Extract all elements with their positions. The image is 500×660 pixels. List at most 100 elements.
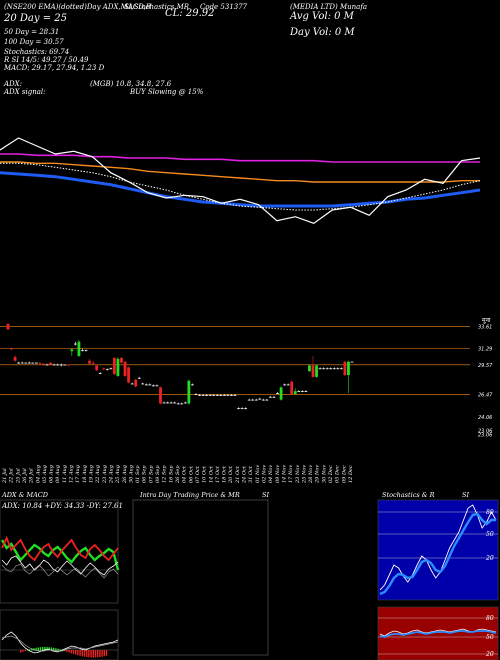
date-tick-label: 20 Oct: [228, 465, 234, 484]
header-stoch-info: SI,Stochastics,MR: [124, 3, 190, 11]
candle-body: [251, 399, 255, 401]
rsi-level-80: 80: [486, 615, 494, 622]
macd-histogram-bar: [83, 650, 86, 657]
candle-body: [237, 408, 240, 410]
candle-body: [84, 350, 88, 352]
candle-body: [98, 373, 102, 374]
date-tick-label: 22 Aug: [95, 465, 101, 484]
date-tick-label: 23 Nov: [295, 465, 301, 484]
candle-body: [66, 364, 70, 366]
candle-body: [183, 402, 187, 404]
date-tick-label: 18 Oct: [222, 465, 228, 483]
candle-body: [240, 408, 244, 410]
date-tick-label: 21 Jul: [2, 468, 8, 484]
rsi-panel-frame: [377, 606, 499, 660]
candle-body: [265, 399, 269, 401]
candle-body: [17, 362, 21, 364]
candle-body: [141, 383, 145, 385]
candle-body: [343, 361, 347, 375]
macd-histogram-bar: [26, 649, 28, 651]
candle-body: [166, 402, 169, 404]
header-20day: 20 Day = 25: [4, 13, 67, 24]
date-tick-label: 14 Nov: [281, 465, 287, 483]
candle-body: [116, 358, 120, 376]
date-tick-label: 31 Oct: [248, 465, 254, 483]
adx-readout: ADX: 10.84 +DY: 34.33 -DY: 27.61: [2, 502, 123, 510]
date-tick-label: 29 Nov: [315, 465, 321, 484]
macd-histogram-bar: [105, 650, 108, 656]
header-buy-signal: BUY Slowing @ 15%: [130, 88, 204, 96]
candle-body: [191, 384, 194, 386]
candle-body: [304, 391, 308, 392]
candle-body: [247, 399, 251, 401]
candle-body: [70, 349, 74, 352]
candle-body: [20, 362, 24, 364]
candle-body: [148, 384, 152, 386]
adx-panel-title: ADX & MACD: [2, 491, 48, 499]
date-tick-label: 09 Sep: [155, 465, 161, 483]
header-100day: 100 Day = 30.57: [4, 38, 64, 46]
candle-body: [24, 362, 28, 364]
date-tick-label: 12 Sep: [162, 465, 168, 483]
candle-body: [137, 377, 141, 379]
candle-body: [347, 361, 350, 375]
date-tick-label: 26 Aug: [122, 465, 128, 484]
macd-histogram-bar: [46, 647, 48, 651]
candle-body: [127, 367, 130, 383]
stoch-panel-frame: [377, 499, 499, 601]
candle-body: [130, 383, 134, 385]
date-tick-label: 02 Dec: [328, 465, 334, 483]
macd-histogram-bar: [88, 650, 90, 658]
date-tick-label: 26 Sep: [175, 465, 181, 484]
candle-body: [77, 341, 81, 356]
candle-body: [152, 385, 155, 387]
macd-histogram-bar: [28, 649, 31, 651]
date-tick-label: 10 Oct: [202, 465, 208, 483]
munafa-label: मुना: [482, 317, 491, 324]
candle-body: [187, 380, 191, 404]
macd-histogram-bar: [55, 648, 57, 651]
date-tick-label: 06 Sep: [142, 465, 148, 483]
candle-body: [81, 350, 84, 352]
price-level-label: 29.57: [478, 363, 493, 369]
header-name: (MEDIA LTD) Munafa: [290, 3, 368, 11]
candle-body: [102, 368, 106, 370]
stoch-si-label: SI: [462, 491, 470, 499]
macd-histogram-bar: [86, 650, 88, 658]
candle-body: [34, 362, 38, 364]
header-macd: MACD: 29.17, 27.94, 1.23 D: [4, 64, 105, 72]
candle-body: [109, 368, 113, 370]
date-tick-label: 02 Nov: [262, 465, 268, 483]
indicator-panels: [0, 499, 499, 660]
candle-body: [144, 384, 148, 386]
rsi-ma-line: [379, 630, 497, 638]
date-tick-label: 07 Oct: [195, 465, 201, 483]
candle-body: [42, 363, 45, 365]
date-tick-label: 21 Oct: [235, 465, 241, 484]
candle-body: [88, 360, 91, 364]
adx-minus-di-line: [1, 535, 119, 562]
candle-body: [105, 369, 109, 371]
date-tick-label: 24 Aug: [108, 465, 114, 484]
macd-histogram-bar: [31, 648, 33, 651]
date-tick-label: 25 Jul: [15, 468, 21, 484]
header-code: Code 531377: [200, 3, 248, 11]
candle-body: [322, 368, 326, 370]
candle-body: [38, 362, 42, 364]
candle-body: [325, 368, 329, 370]
macd-histogram-bar: [90, 650, 92, 658]
date-tick-label: 23 Aug: [102, 465, 108, 484]
candle-body: [162, 402, 166, 404]
date-tick-label: 07 Sep: [148, 465, 154, 483]
date-tick-label: 14 Oct: [208, 465, 214, 483]
candle-body: [269, 396, 272, 398]
intraday-si-label: SI: [262, 491, 270, 499]
candle-body: [230, 394, 233, 396]
stoch-d-line: [379, 512, 496, 596]
macd-histogram-bar: [35, 647, 37, 651]
macd-histogram-bar: [44, 647, 46, 651]
candle-body: [272, 396, 276, 398]
macd-histogram-bar: [39, 647, 42, 651]
date-tick-label: 01 Nov: [255, 465, 261, 483]
date-tick-label: 06 Oct: [188, 465, 194, 483]
